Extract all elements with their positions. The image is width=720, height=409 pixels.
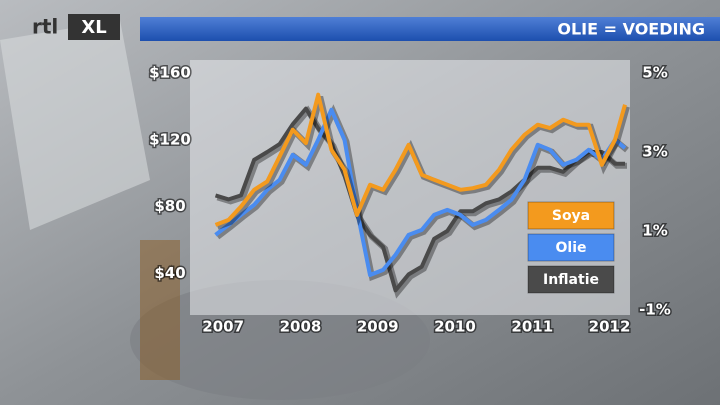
legend-label: Inflatie [543,272,599,288]
series-line [214,92,627,227]
title-bar [140,17,720,41]
legend-label: Soya [552,208,590,224]
x-tick-label: 2007 [202,318,244,336]
y2-tick-label: 5% [642,64,667,82]
logo: XL [81,17,106,38]
y2-tick-label: 3% [642,143,667,161]
y2-tick-label: -1% [639,301,671,319]
legend-swatch [527,233,615,262]
x-tick-label: 2012 [589,318,631,336]
legend-label: Olie [556,240,587,256]
decor [140,240,180,380]
x-tick-label: 2008 [280,318,322,336]
x-tick-label: 2011 [511,318,553,336]
chart-title: OLIE = VOEDING [557,20,705,39]
decor [0,20,150,230]
logo: rtl [32,15,58,39]
x-tick-label: 2010 [434,318,476,336]
y-tick-label: $160 [149,64,191,82]
x-tick-label: 2009 [357,318,399,336]
logo-box [68,14,120,40]
legend-swatch [527,201,615,230]
y2-tick-label: 1% [642,222,667,240]
legend-swatch [527,265,615,294]
series-line [214,107,627,277]
series-line [214,106,625,293]
y-tick-label: $40 [154,264,185,282]
y-tick-label: $120 [149,130,191,148]
y-tick-label: $80 [154,197,185,215]
